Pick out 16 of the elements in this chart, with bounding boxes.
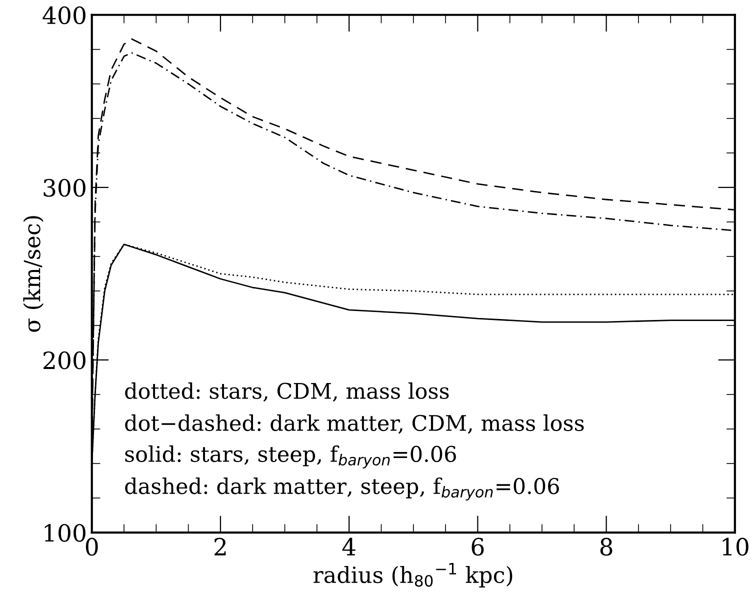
- annotation: dot−dashed: dark matter, CDM, mass loss: [125, 414, 584, 434]
- x-axis-title: radius (h$_{80}$$^{−1}$ kpc): [314, 563, 512, 588]
- y-tick-label: 100: [44, 524, 86, 542]
- annotation: solid: stars, steep, f$_{baryon}$=0.06: [125, 445, 456, 468]
- x-tick-label: 0: [86, 538, 98, 556]
- x-tick-label: 6: [472, 538, 484, 556]
- x-tick-label: 4: [342, 538, 356, 556]
- y-tick-label: 300: [44, 178, 86, 197]
- y-tick-label: 200: [44, 351, 86, 370]
- x-tick-label: 2: [214, 538, 226, 556]
- x-tick-label: 10: [722, 538, 748, 556]
- annotation: dashed: dark matter, steep, f$_{baryon}$=0.06: [125, 478, 559, 501]
- y-axis-title: σ (km/sec): [23, 216, 44, 332]
- annotation: dotted: stars, CDM, mass loss: [125, 382, 449, 402]
- x-tick-label: 8: [600, 538, 612, 556]
- y-tick-label: 400: [42, 6, 86, 24]
